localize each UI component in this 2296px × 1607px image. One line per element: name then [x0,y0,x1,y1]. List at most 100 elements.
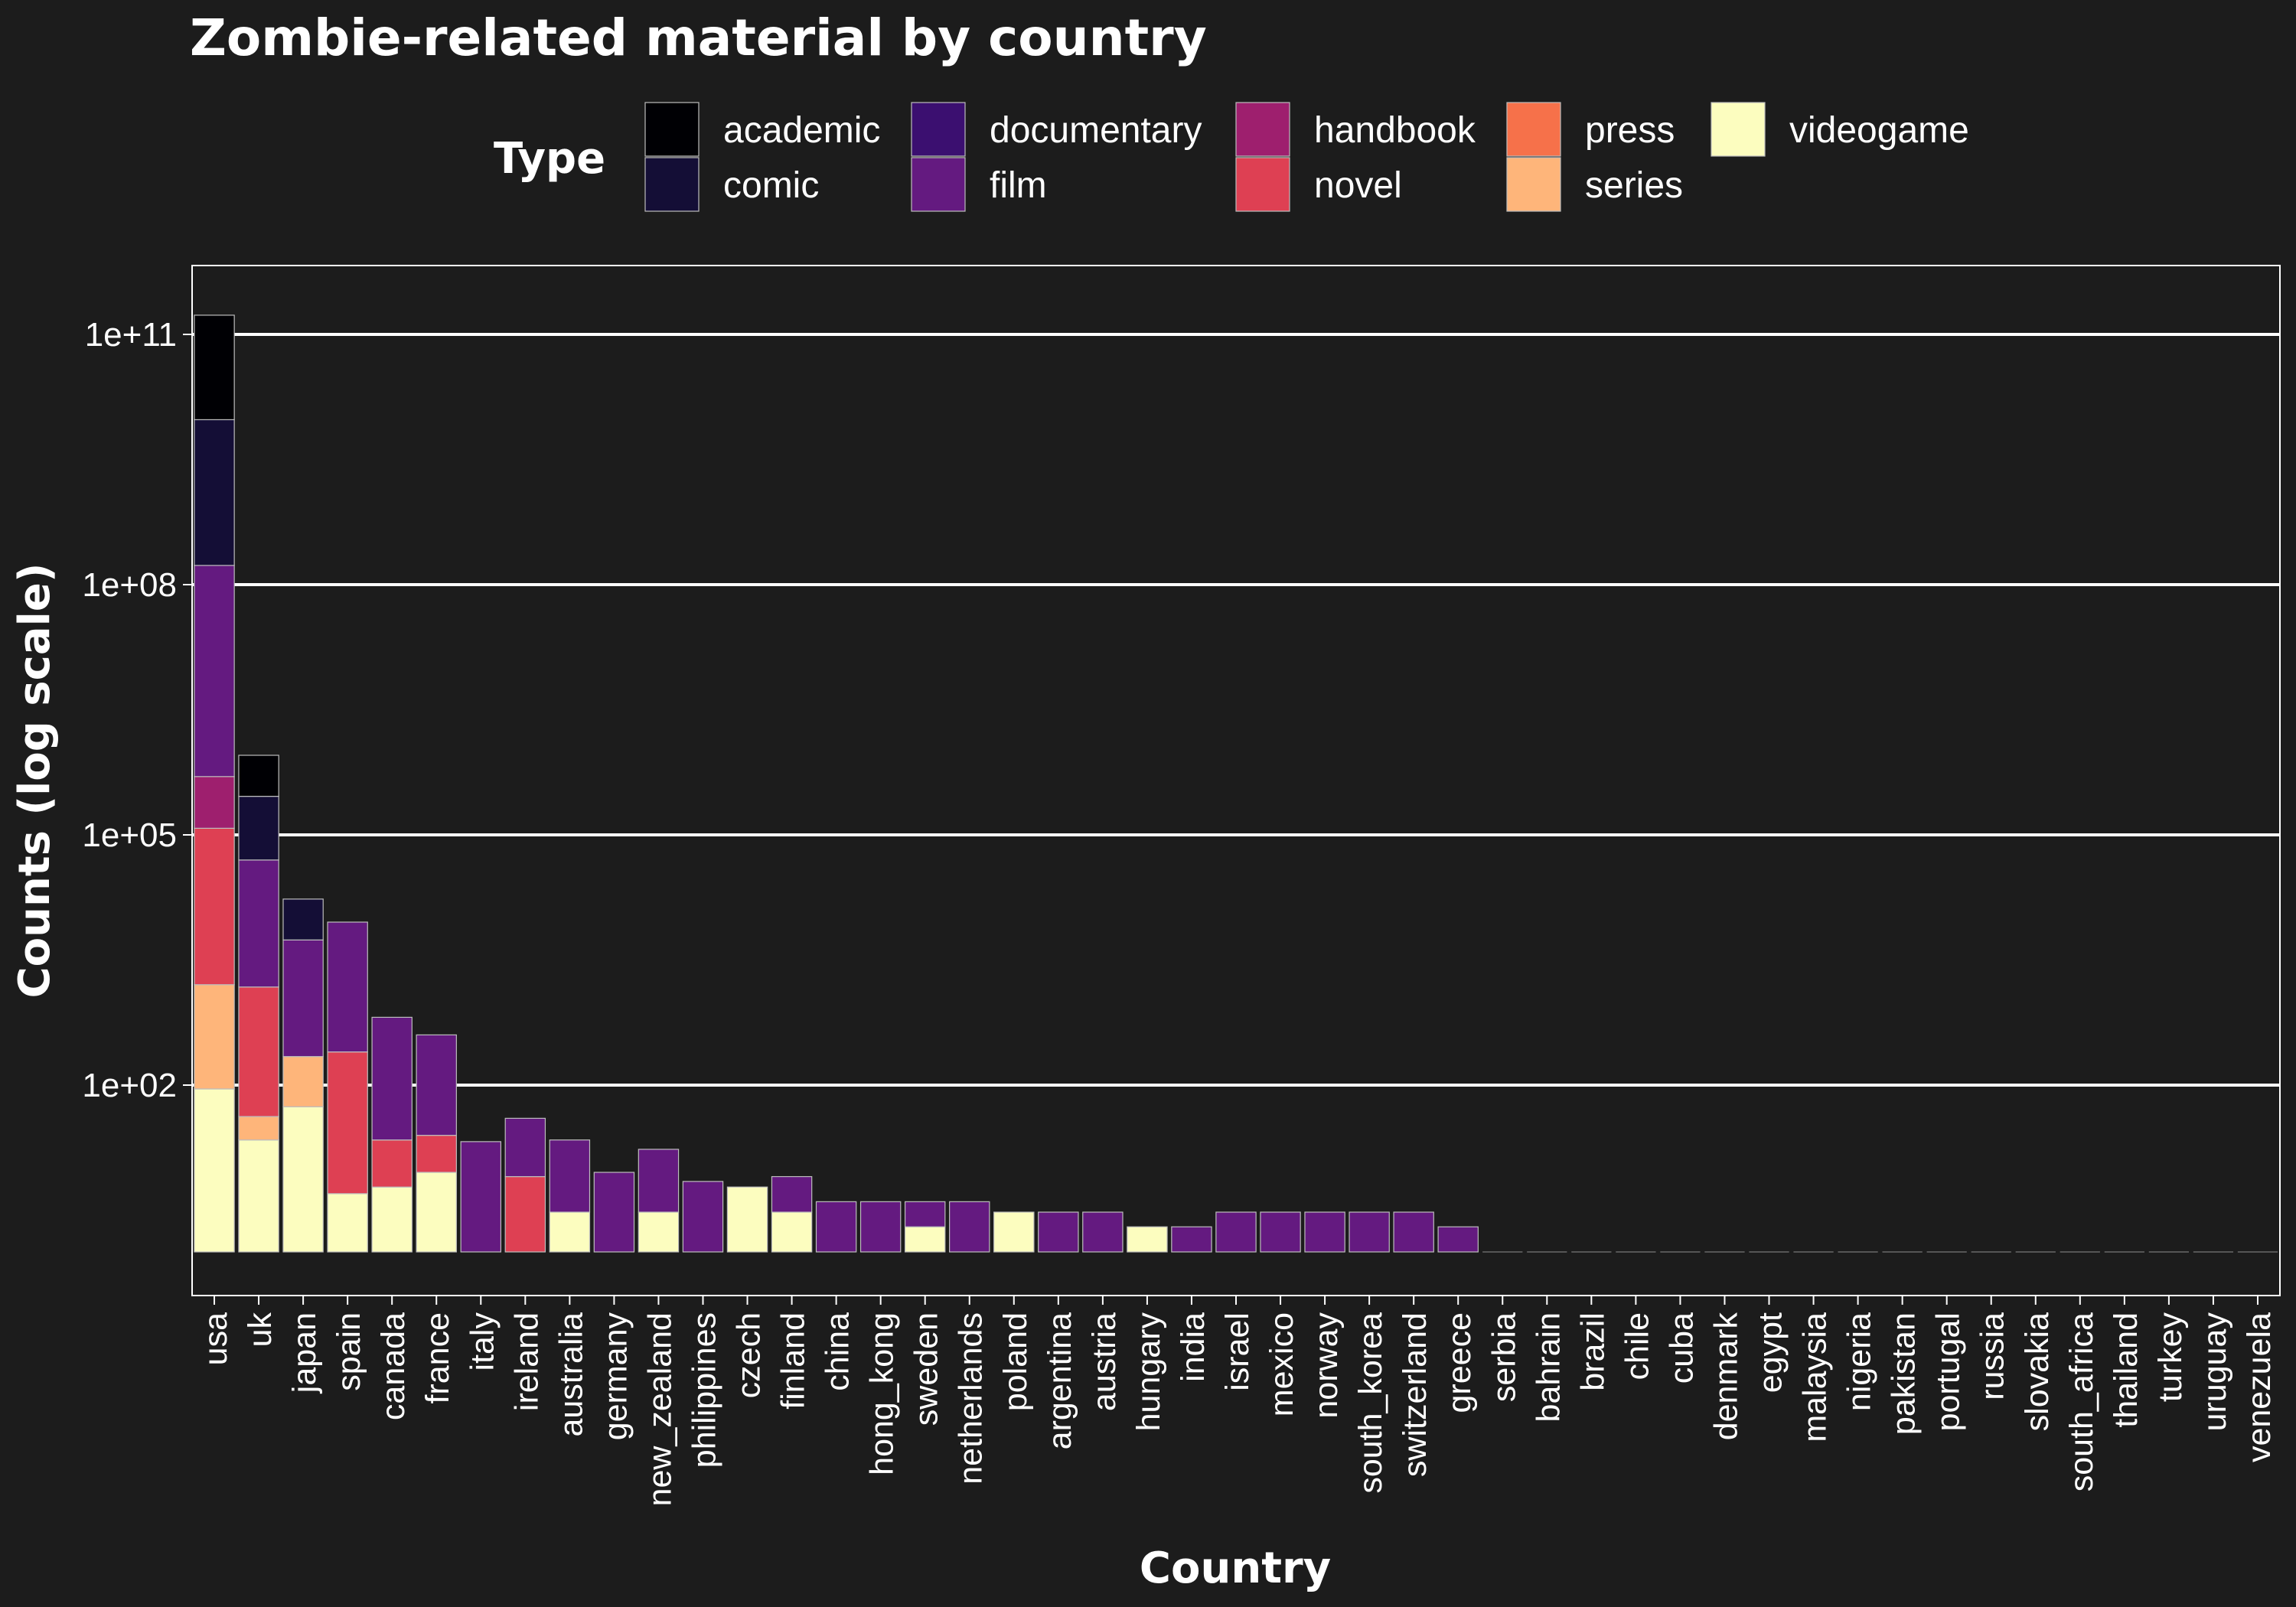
legend-title: Type [494,134,605,184]
x-tick-label: canada [375,1312,412,1420]
bar-segment-usa-novel [194,827,235,986]
x-tick-label: south_africa [2063,1312,2100,1491]
bar-segment-finland-videogame [771,1211,813,1253]
x-tick-label: austria [1086,1312,1123,1411]
x-tick-label: finland [775,1312,812,1410]
x-tick-label: south_korea [1352,1312,1389,1494]
bar-segment-japan-series [282,1056,324,1107]
x-tick-label: brazil [1574,1312,1611,1391]
x-tick-label: denmark [1707,1312,1744,1441]
bar-segment-sweden-videogame [904,1226,946,1253]
x-tick-label: spain [331,1312,367,1391]
legend: Type academic comic documentary film handboo… [494,102,1969,212]
x-tick-label: serbia [1486,1312,1522,1402]
x-tick-label: ireland [508,1312,545,1411]
bar-segment-ireland-novel [504,1175,546,1253]
x-tick-label: argentina [1042,1312,1078,1449]
bar-segment-france-novel [416,1135,457,1173]
legend-label-handbook: handbook [1314,110,1476,151]
bar-segment-greece-film [1437,1226,1479,1253]
bar-segment-usa-comic [194,419,235,566]
bar-segment-finland-film [771,1175,813,1213]
x-tick-label: australia [553,1312,589,1437]
legend-label-documentary: documentary [990,110,1202,151]
bar-segment-philippines-film [682,1181,724,1253]
bar-segment-sweden-film [904,1201,946,1227]
x-axis-title: Country [1140,1543,1331,1593]
bar-segment-australia-film [549,1139,591,1213]
y-axis-ticks: 1e+02 1e+05 1e+08 1e+11 [82,316,192,1104]
y-tick-label: 1e+11 [85,316,177,354]
x-tick-label: netherlands [953,1312,990,1485]
x-tick-label: china [820,1312,856,1391]
gridlines [192,333,2280,1087]
legend-label-comic: comic [723,165,819,206]
x-tick-label: thailand [2108,1312,2144,1428]
legend-label-film: film [990,165,1047,206]
bar-segment-italy-film [460,1141,501,1253]
x-tick-label: nigeria [1841,1312,1878,1411]
bar-segment-uk-videogame [238,1139,279,1253]
y-tick-label: 1e+08 [82,566,177,604]
bar-segment-japan-videogame [282,1106,324,1253]
x-tick-label: greece [1441,1312,1478,1413]
x-tick-label: hong_kong [864,1312,901,1475]
x-tick-label: israel [1219,1312,1256,1391]
y-axis-title: Counts (log scale) [10,563,60,999]
bar-segment-switzerland-film [1393,1211,1434,1253]
legend-key-documentary [911,102,966,157]
legend-label-series: series [1585,165,1683,206]
bar-segment-mexico-film [1260,1211,1301,1253]
bar-segment-norway-film [1304,1211,1345,1253]
bar-segment-argentina-film [1038,1211,1079,1253]
x-tick-label: sweden [908,1312,945,1426]
bar-segment-netherlands-film [949,1201,990,1253]
x-tick-label: malaysia [1797,1312,1834,1442]
bar-segment-uk-academic [238,755,279,797]
bar-segment-czech-videogame [726,1186,768,1253]
x-tick-label: cuba [1663,1312,1700,1384]
legend-key-series [1506,157,1561,212]
bar-segment-uk-novel [238,986,279,1117]
bar-segment-ireland-film [504,1117,546,1178]
y-tick-label: 1e+02 [82,1067,177,1104]
x-tick-label: india [1175,1312,1212,1382]
x-tick-label: usa [197,1312,234,1365]
legend-key-academic [644,102,700,157]
x-tick-label: czech [731,1312,768,1398]
legend-key-handbook [1235,102,1290,157]
x-tick-label: uk [242,1312,279,1348]
x-tick-label: egypt [1753,1312,1789,1393]
x-tick-label: norway [1308,1312,1345,1419]
bar-segment-uk-film [238,859,279,988]
chart-title: Zombie-related material by country [190,8,1207,67]
bar-segment-usa-handbook [194,776,235,829]
bar-segment-germany-film [593,1172,635,1253]
bar-segment-usa-videogame [194,1088,235,1253]
bar-segment-usa-academic [194,315,235,421]
legend-label-videogame: videogame [1789,110,1969,151]
bar-segment-usa-film [194,565,235,777]
x-tick-label: uruguay [2197,1312,2233,1432]
bar-segment-hong_kong-film [859,1201,902,1253]
bar-segment-spain-novel [327,1051,368,1195]
legend-key-novel [1235,157,1290,212]
bar-segment-india-film [1171,1226,1212,1253]
bar-segment-canada-film [371,1016,413,1141]
x-tick-label: italy [464,1312,501,1371]
y-tick-label: 1e+05 [82,817,177,854]
bar-segment-israel-film [1215,1211,1257,1253]
bar-segment-uk-series [238,1116,279,1141]
legend-key-videogame [1711,102,1766,157]
bar-segment-spain-film [327,921,368,1053]
x-tick-label: venezuela [2241,1312,2278,1462]
x-tick-label: japan [286,1312,323,1394]
bar-segment-china-film [815,1201,857,1253]
legend-key-film [911,157,966,212]
x-tick-label: germany [597,1312,634,1441]
bar-segment-usa-series [194,984,235,1090]
bar-segment-austria-film [1082,1211,1124,1253]
x-axis-ticks: usa uk japan spain canada france italy ireland a… [197,1296,2278,1506]
legend-key-press [1506,102,1561,157]
